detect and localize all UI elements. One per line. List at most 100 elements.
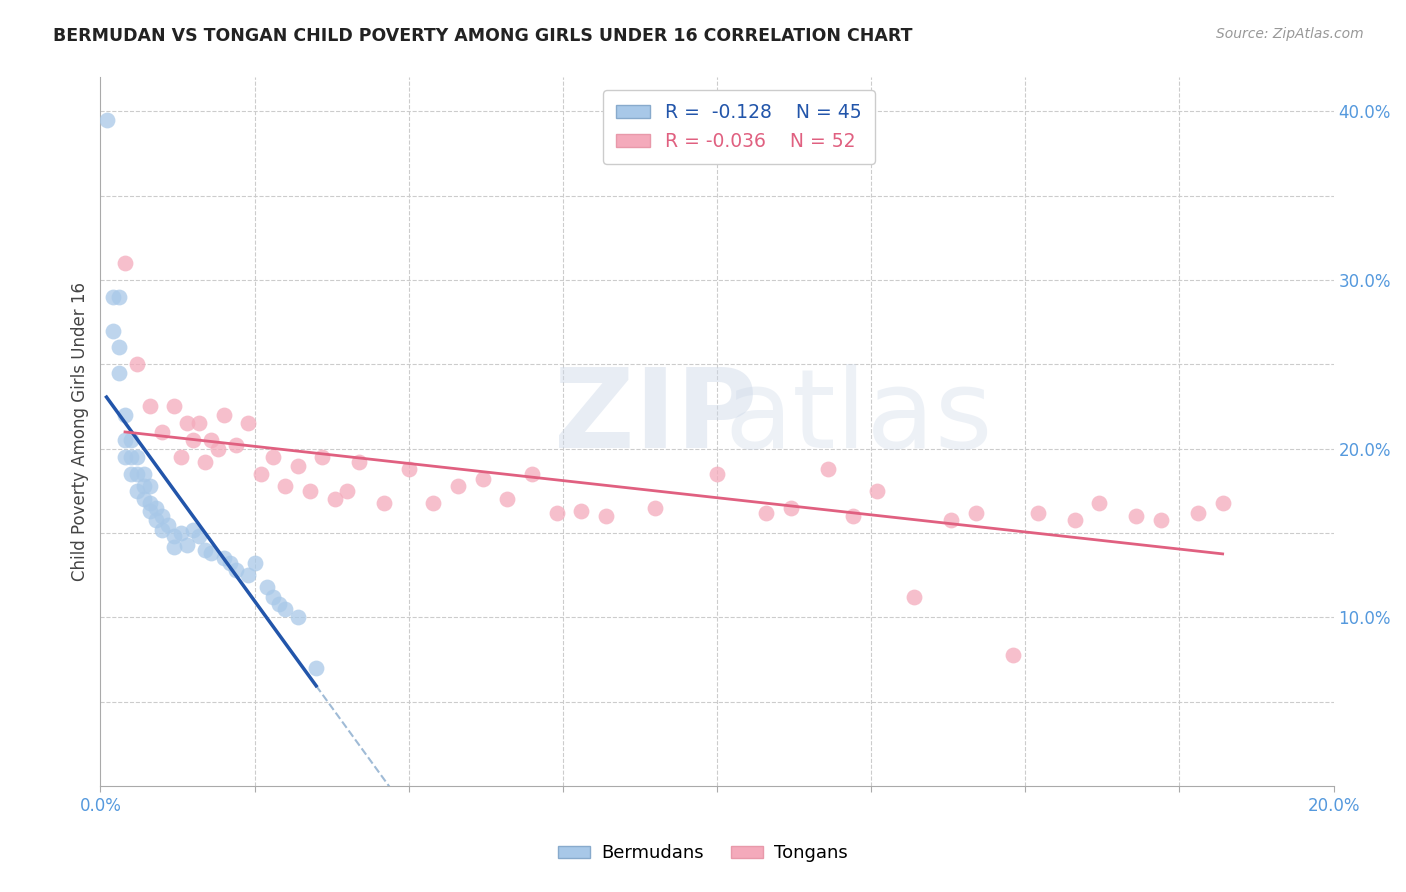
Point: [120, 467, 142, 481]
Point: [163, 529, 186, 543]
Point: [262, 590, 284, 604]
Text: atlas: atlas: [724, 364, 993, 471]
Point: [181, 434, 204, 448]
Point: [96, 112, 118, 127]
Point: [138, 400, 160, 414]
Point: [132, 467, 155, 481]
Point: [138, 504, 160, 518]
Point: [194, 542, 217, 557]
Point: [866, 483, 889, 498]
Point: [120, 434, 142, 448]
Point: [1187, 506, 1209, 520]
Point: [817, 462, 839, 476]
Point: [163, 540, 186, 554]
Point: [595, 509, 617, 524]
Point: [169, 450, 191, 464]
Point: [150, 425, 173, 439]
Point: [108, 340, 131, 354]
Point: [965, 506, 987, 520]
Point: [520, 467, 543, 481]
Point: [132, 492, 155, 507]
Point: [644, 500, 666, 515]
Point: [127, 357, 149, 371]
Point: [422, 496, 444, 510]
Point: [262, 450, 284, 464]
Y-axis label: Child Poverty Among Girls Under 16: Child Poverty Among Girls Under 16: [72, 282, 89, 582]
Point: [157, 517, 180, 532]
Point: [249, 467, 271, 481]
Point: [1125, 509, 1147, 524]
Point: [212, 408, 235, 422]
Point: [1063, 512, 1085, 526]
Point: [941, 512, 963, 526]
Point: [127, 467, 149, 481]
Point: [114, 256, 136, 270]
Text: ZIP: ZIP: [554, 364, 756, 471]
Point: [287, 610, 309, 624]
Text: Source: ZipAtlas.com: Source: ZipAtlas.com: [1216, 27, 1364, 41]
Point: [194, 455, 217, 469]
Point: [114, 434, 136, 448]
Point: [323, 492, 346, 507]
Point: [398, 462, 420, 476]
Point: [212, 551, 235, 566]
Point: [1088, 496, 1111, 510]
Point: [287, 458, 309, 473]
Point: [132, 479, 155, 493]
Point: [706, 467, 728, 481]
Point: [200, 546, 222, 560]
Point: [114, 450, 136, 464]
Point: [150, 523, 173, 537]
Point: [127, 450, 149, 464]
Point: [447, 479, 470, 493]
Point: [108, 366, 131, 380]
Point: [269, 597, 291, 611]
Point: [238, 417, 260, 431]
Point: [127, 483, 149, 498]
Point: [176, 538, 198, 552]
Point: [114, 408, 136, 422]
Point: [569, 504, 592, 518]
Point: [207, 442, 229, 456]
Point: [1150, 512, 1173, 526]
Point: [138, 479, 160, 493]
Point: [1026, 506, 1049, 520]
Point: [108, 290, 131, 304]
Point: [496, 492, 519, 507]
Point: [1212, 496, 1234, 510]
Point: [274, 602, 297, 616]
Point: [181, 523, 204, 537]
Point: [274, 479, 297, 493]
Point: [101, 290, 124, 304]
Point: [349, 455, 371, 469]
Point: [1001, 648, 1024, 662]
Point: [145, 500, 167, 515]
Point: [188, 417, 211, 431]
Point: [150, 509, 173, 524]
Point: [311, 450, 333, 464]
Point: [546, 506, 568, 520]
Point: [120, 450, 142, 464]
Point: [218, 557, 240, 571]
Point: [169, 526, 191, 541]
Point: [163, 400, 186, 414]
Point: [138, 496, 160, 510]
Point: [256, 580, 278, 594]
Point: [298, 483, 321, 498]
Point: [841, 509, 863, 524]
Point: [101, 324, 124, 338]
Point: [225, 438, 247, 452]
Point: [471, 472, 494, 486]
Legend: Bermudans, Tongans: Bermudans, Tongans: [551, 838, 855, 870]
Point: [243, 557, 266, 571]
Point: [238, 568, 260, 582]
Point: [200, 434, 222, 448]
Point: [373, 496, 395, 510]
Point: [903, 590, 925, 604]
Point: [305, 661, 328, 675]
Point: [225, 563, 247, 577]
Point: [780, 500, 803, 515]
Text: BERMUDAN VS TONGAN CHILD POVERTY AMONG GIRLS UNDER 16 CORRELATION CHART: BERMUDAN VS TONGAN CHILD POVERTY AMONG G…: [53, 27, 912, 45]
Point: [755, 506, 778, 520]
Point: [188, 529, 211, 543]
